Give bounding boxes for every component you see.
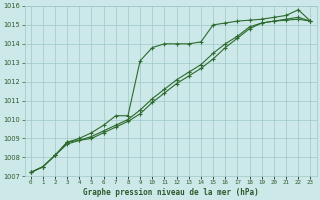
X-axis label: Graphe pression niveau de la mer (hPa): Graphe pression niveau de la mer (hPa) xyxy=(83,188,258,197)
